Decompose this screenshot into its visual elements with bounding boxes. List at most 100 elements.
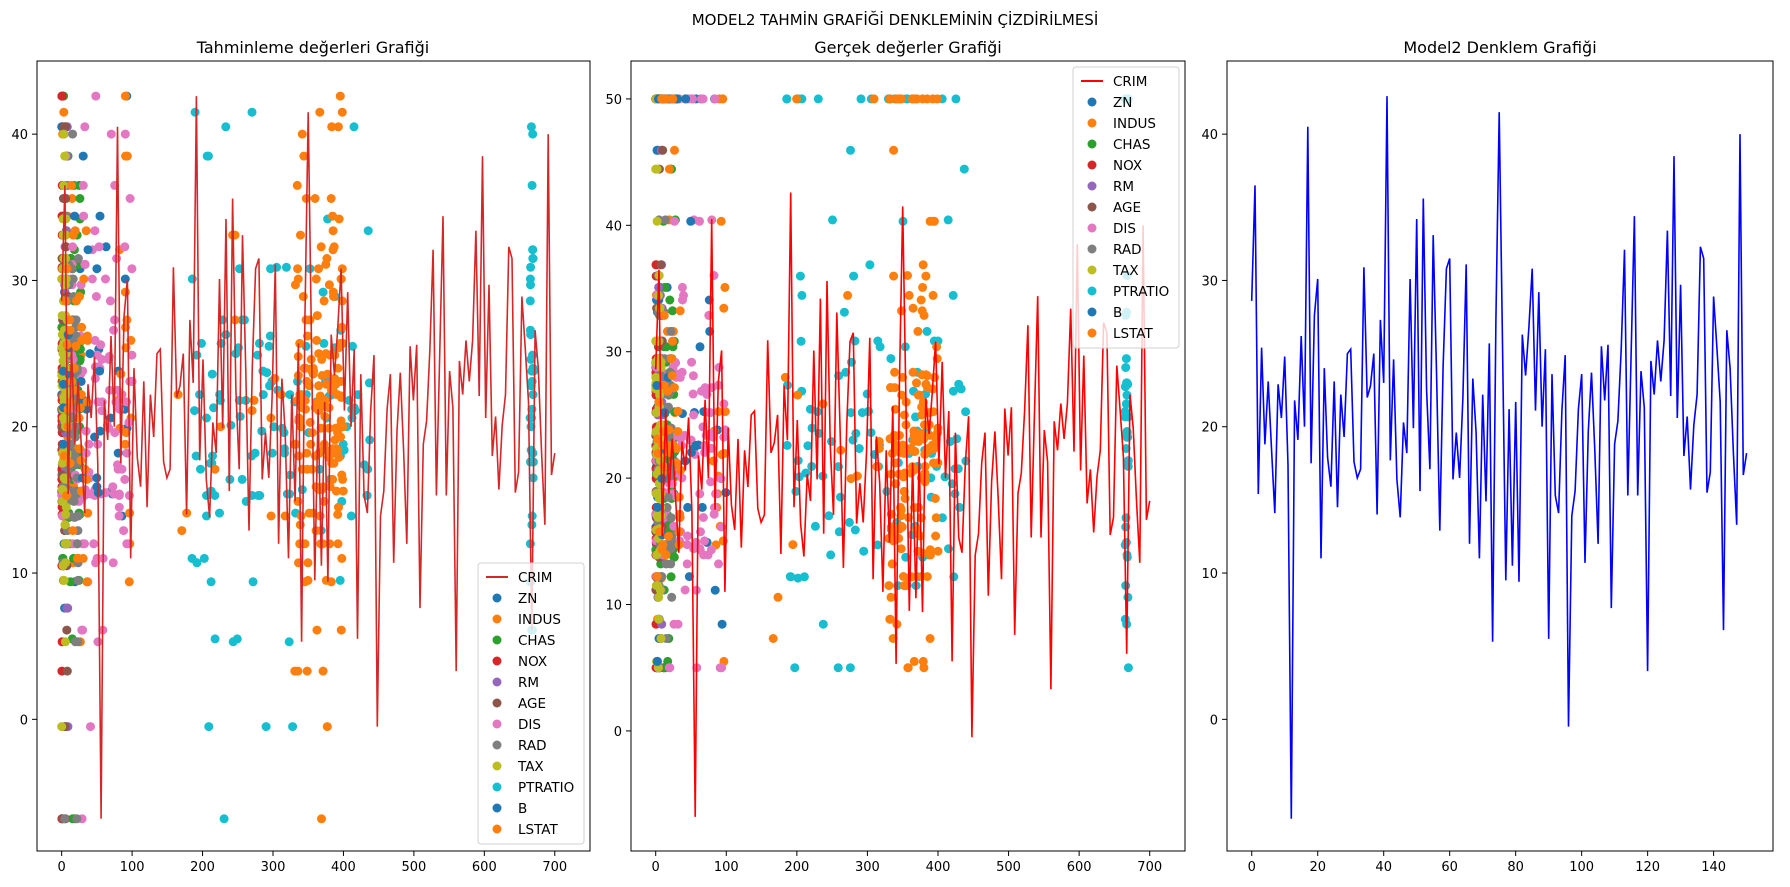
point-ptratio <box>526 262 536 272</box>
point-tax <box>59 129 69 139</box>
point-dis <box>706 408 716 418</box>
point-ptratio <box>190 107 200 117</box>
point-ptratio <box>1121 444 1131 453</box>
point-lstat <box>929 458 938 468</box>
x-tick-label: 120 <box>1635 860 1660 875</box>
legend-label-indus: INDUS <box>518 612 561 628</box>
legend-marker-chas <box>492 635 502 645</box>
legend-label-lstat: LSTAT <box>518 822 558 838</box>
point-lstat <box>916 295 926 305</box>
point-lstat <box>210 464 220 474</box>
point-lstat <box>768 634 778 643</box>
point-ptratio <box>265 331 275 341</box>
point-ptratio <box>937 513 947 523</box>
point-lstat <box>898 572 908 581</box>
legend-label-zn: ZN <box>518 591 537 607</box>
point-ptratio <box>209 403 219 413</box>
point-dis <box>91 91 101 101</box>
point-zn <box>717 619 727 629</box>
point-rad <box>69 496 79 506</box>
point-b <box>652 656 662 666</box>
legend-marker-dis <box>492 719 502 729</box>
point-ptratio <box>834 527 844 537</box>
point-tax <box>58 214 68 224</box>
point-age <box>59 122 69 132</box>
point-dis <box>101 274 110 284</box>
point-lstat <box>659 381 669 390</box>
point-lstat <box>76 455 86 465</box>
point-dis <box>108 558 118 568</box>
x-tick-label: 700 <box>1137 860 1162 875</box>
point-lstat <box>327 122 337 132</box>
point-lstat <box>326 194 336 203</box>
point-dis <box>665 663 675 673</box>
point-lstat <box>912 378 921 388</box>
point-lstat <box>654 397 664 407</box>
point-rad <box>661 559 671 569</box>
point-dis <box>700 383 710 393</box>
point-tax <box>59 180 69 190</box>
point-lstat <box>324 403 334 413</box>
axes-frame <box>630 60 1186 852</box>
point-lstat <box>792 94 802 104</box>
point-ptratio <box>204 722 214 732</box>
point-tax <box>654 614 664 624</box>
point-dis <box>120 129 130 139</box>
point-dis <box>682 559 692 569</box>
point-dis <box>90 226 100 236</box>
point-b <box>660 408 669 418</box>
point-dis <box>114 491 124 500</box>
point-lstat <box>318 666 328 676</box>
point-lstat <box>890 458 900 468</box>
point-lstat <box>668 336 678 346</box>
point-lstat <box>933 546 943 556</box>
point-ptratio <box>1121 399 1131 409</box>
point-lstat <box>81 226 91 236</box>
point-lstat <box>338 474 348 484</box>
x-tick-label: 400 <box>926 860 951 875</box>
point-dis <box>120 474 130 484</box>
point-lstat <box>317 814 326 824</box>
point-dis <box>109 325 119 335</box>
point-lstat <box>68 230 78 240</box>
point-ptratio <box>528 129 538 139</box>
x-tick-label: 100 <box>120 860 145 875</box>
point-dis <box>698 513 708 522</box>
point-ptratio <box>284 637 294 647</box>
legend-marker-b <box>492 803 502 813</box>
point-dis <box>688 371 698 381</box>
point-lstat <box>899 410 909 420</box>
point-lstat <box>335 91 345 101</box>
legend-label-rm: RM <box>518 675 539 691</box>
legend-marker-chas <box>1087 139 1097 149</box>
point-b <box>684 572 694 582</box>
point-ptratio <box>782 94 792 104</box>
point-b <box>92 473 102 483</box>
point-indus <box>719 303 729 313</box>
point-lstat <box>331 486 341 496</box>
point-indus <box>122 151 132 161</box>
point-ptratio <box>335 575 345 585</box>
point-ptratio <box>948 386 958 396</box>
point-lstat <box>297 129 307 139</box>
point-zn <box>695 342 705 352</box>
point-ptratio <box>210 634 220 644</box>
point-lstat <box>886 592 896 602</box>
point-lstat <box>328 226 338 236</box>
point-lstat <box>334 502 343 512</box>
point-zn <box>101 242 111 252</box>
legend-label-ptratio: PTRATIO <box>1113 284 1169 300</box>
point-dis <box>683 531 693 541</box>
point-lstat <box>928 290 938 300</box>
point-rad <box>72 539 82 549</box>
point-lstat <box>918 260 928 270</box>
legend-label-dis: DIS <box>518 717 541 733</box>
point-lstat <box>889 271 899 281</box>
point-tax <box>61 510 71 519</box>
point-ptratio <box>824 511 834 521</box>
legend-marker-indus <box>492 614 502 624</box>
point-ptratio <box>826 550 836 560</box>
point-lstat <box>270 374 280 383</box>
point-lstat <box>908 367 918 377</box>
point-dis <box>114 511 124 521</box>
